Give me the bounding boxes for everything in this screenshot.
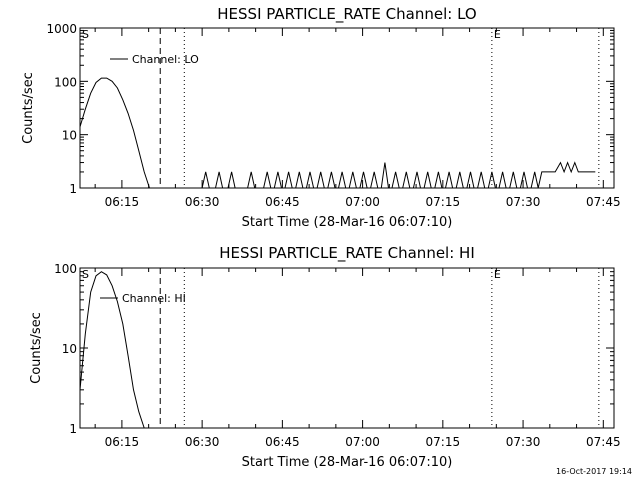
x-tick-label: 06:15 bbox=[105, 195, 140, 209]
y-tick-label: 100 bbox=[54, 262, 77, 276]
x-tick-label: 06:45 bbox=[265, 195, 300, 209]
time-marker-label: S bbox=[82, 28, 89, 41]
y-axis-label: Counts/sec bbox=[29, 312, 44, 384]
timestamp-label: 16-Oct-2017 19:14 bbox=[556, 467, 632, 476]
series-line bbox=[79, 77, 596, 189]
series-line bbox=[79, 271, 145, 429]
y-tick-label: 10 bbox=[62, 342, 77, 356]
legend-label: Channel: HI bbox=[122, 292, 186, 305]
x-axis-label: Start Time (28-Mar-16 06:07:10) bbox=[242, 215, 453, 230]
y-tick-label: 10 bbox=[62, 129, 77, 143]
x-tick-label: 07:00 bbox=[345, 195, 380, 209]
x-tick-label: 07:30 bbox=[506, 435, 541, 449]
chart-panel-2: HESSI PARTICLE_RATE Channel: HI 1 10 100 06:… bbox=[29, 244, 621, 470]
time-marker-label: E bbox=[494, 28, 501, 41]
x-tick-label: 07:15 bbox=[426, 195, 461, 209]
x-axis-label: Start Time (28-Mar-16 06:07:10) bbox=[242, 455, 453, 470]
x-tick-label: 07:30 bbox=[506, 195, 541, 209]
x-tick-label: 07:15 bbox=[426, 435, 461, 449]
time-marker-label: S bbox=[82, 268, 89, 281]
chart-title: HESSI PARTICLE_RATE Channel: LO bbox=[217, 5, 476, 24]
legend-label: Channel: LO bbox=[132, 53, 199, 66]
chart-panel-1: HESSI PARTICLE_RATE Channel: LO 1 10 100 100… bbox=[21, 5, 621, 230]
x-tick-label: 06:15 bbox=[105, 435, 140, 449]
x-tick-label: 06:45 bbox=[265, 435, 300, 449]
chart-title: HESSI PARTICLE_RATE Channel: HI bbox=[219, 244, 475, 263]
y-tick-label: 1000 bbox=[46, 22, 77, 36]
y-tick-label: 1 bbox=[69, 422, 77, 436]
x-tick-label: 06:30 bbox=[185, 195, 220, 209]
x-tick-label: 07:45 bbox=[586, 195, 621, 209]
y-tick-label: 1 bbox=[69, 182, 77, 196]
x-tick-label: 07:45 bbox=[586, 435, 621, 449]
x-tick-label: 07:00 bbox=[345, 435, 380, 449]
y-axis-label: Counts/sec bbox=[21, 72, 36, 144]
y-tick-label: 100 bbox=[54, 75, 77, 89]
x-tick-label: 06:30 bbox=[185, 435, 220, 449]
time-marker-label: E bbox=[494, 268, 501, 281]
